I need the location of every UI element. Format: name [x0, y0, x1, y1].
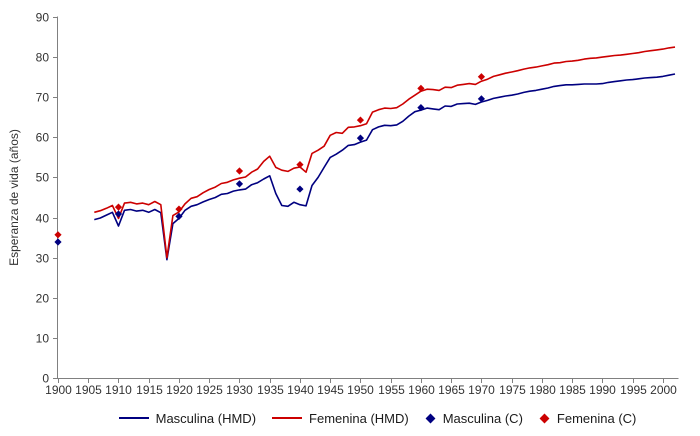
- axis-lines: [57, 16, 679, 379]
- diamond-marker: [477, 95, 486, 103]
- y-axis-tick-label: 20: [36, 292, 50, 306]
- x-axis-tick-label: 1950: [347, 383, 374, 397]
- diamond-marker: [54, 231, 62, 239]
- x-axis-tick-label: 1930: [226, 383, 253, 397]
- y-axis-title: Esperanza de vida (años): [7, 129, 21, 266]
- x-axis-tick-label: 1990: [589, 383, 616, 397]
- x-axis-tick-label: 1985: [559, 383, 586, 397]
- legend-label-femenina-hmd: Femenina (HMD): [309, 410, 409, 426]
- x-axis-tick-label: 1940: [287, 383, 314, 397]
- diamond-marker: [356, 116, 365, 124]
- diamond-marker: [296, 161, 304, 169]
- diamond-marker: [477, 73, 486, 81]
- diamond-marker: [356, 134, 365, 142]
- diamond-marker: [235, 180, 244, 188]
- x-axis-tick-label: 1970: [468, 383, 495, 397]
- legend-label-masculina-hmd: Masculina (HMD): [155, 410, 257, 426]
- y-axis-tick-label: 80: [36, 51, 50, 65]
- diamond-marker: [417, 84, 425, 92]
- x-axis-tick-label: 1915: [136, 383, 163, 397]
- x-axis-tick-label: 1995: [620, 383, 647, 397]
- series-line-masculina-hmd: [94, 73, 676, 261]
- x-axis-tick-label: 1905: [75, 383, 102, 397]
- y-axis-tick-label: 50: [36, 171, 50, 185]
- legend-line-swatch-femenina-hmd: [272, 417, 303, 419]
- y-axis-tick-label: 70: [36, 91, 50, 105]
- x-axis-tick-label: 2000: [650, 383, 677, 397]
- x-axis-tick-label: 1955: [378, 383, 405, 397]
- x-axis-tick-label: 1910: [105, 383, 132, 397]
- legend-item-femenina-c: Femenina (C): [539, 411, 636, 426]
- legend-item-masculina-c: Masculina (C): [425, 411, 523, 426]
- chart-legend: Masculina (HMD) Femenina (HMD) Masculina…: [0, 400, 700, 436]
- series-points-masculina-c: [54, 95, 486, 246]
- y-axis-tick-label: 10: [36, 332, 50, 346]
- y-axis-tick-label: 60: [36, 131, 50, 145]
- diamond-marker: [54, 238, 62, 246]
- diamond-marker: [235, 167, 244, 175]
- legend-item-masculina-hmd: Masculina (HMD): [118, 410, 257, 426]
- legend-item-femenina-hmd: Femenina (HMD): [272, 411, 409, 426]
- diamond-marker: [114, 210, 123, 218]
- series-line-femenina-hmd: [94, 46, 676, 259]
- y-axis-tick-label: 30: [36, 252, 50, 266]
- y-axis-tick-label: 40: [36, 212, 50, 226]
- diamond-marker: [175, 205, 183, 213]
- legend-label-femenina-c: Femenina (C): [556, 410, 637, 426]
- legend-line-swatch-masculina-hmd: [118, 417, 149, 419]
- x-axis-tick-label: 1925: [196, 383, 223, 397]
- x-axis-tick-label: 1975: [499, 383, 526, 397]
- series-points-femenina-c: [54, 73, 486, 239]
- diamond-marker: [417, 104, 425, 112]
- x-axis-tick-label: 1980: [529, 383, 556, 397]
- y-axis-tick-label: 0: [42, 372, 49, 386]
- diamond-marker: [175, 212, 183, 220]
- legend-diamond-swatch-femenina-c: [539, 413, 550, 423]
- diamond-marker: [114, 203, 123, 211]
- x-axis-tick-label: 1945: [317, 383, 344, 397]
- x-axis-tick-label: 1920: [166, 383, 193, 397]
- y-axis-tick-label: 90: [36, 11, 50, 25]
- x-axis-tick-label: 1960: [408, 383, 435, 397]
- legend-label-masculina-c: Masculina (C): [442, 410, 523, 426]
- x-axis-tick-label: 1900: [45, 383, 72, 397]
- diamond-marker: [296, 185, 304, 193]
- x-axis-tick-label: 1935: [257, 383, 284, 397]
- legend-diamond-swatch-masculina-c: [425, 413, 436, 423]
- x-axis-tick-label: 1965: [438, 383, 465, 397]
